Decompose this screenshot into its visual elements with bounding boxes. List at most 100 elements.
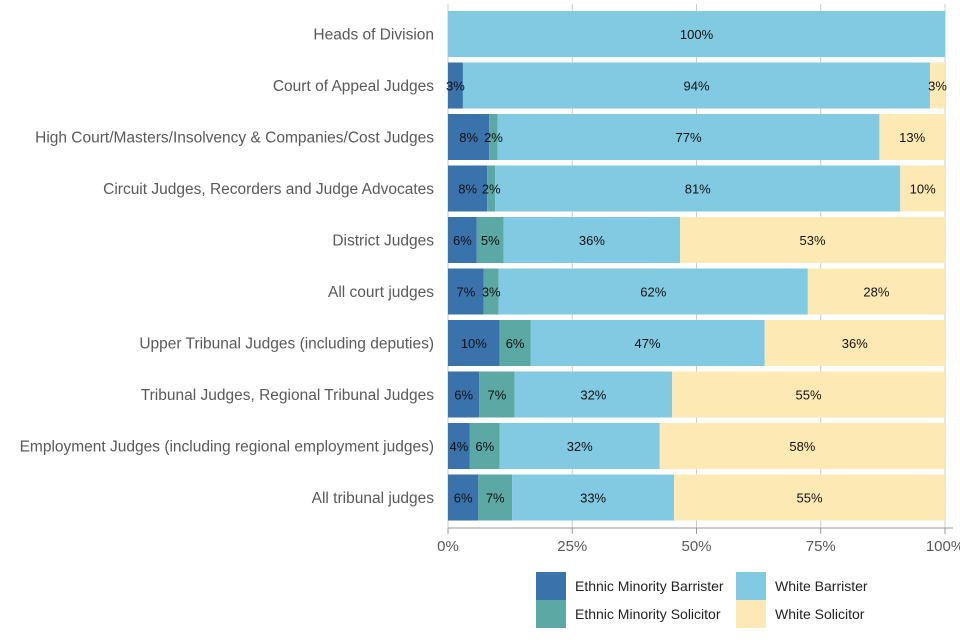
data-label-white-barrister: 62%: [640, 285, 666, 300]
bar-white-solicitor: [764, 320, 945, 366]
legend-label: Ethnic Minority Solicitor: [575, 606, 721, 622]
bar-ethnic-minority-solicitor: [489, 114, 498, 160]
bar-white-barrister: [514, 371, 673, 418]
data-label-ethnic-minority-barrister: 8%: [459, 130, 478, 145]
bar-white-barrister: [512, 474, 675, 521]
category-label: Court of Appeal Judges: [273, 78, 434, 95]
data-label-ethnic-minority-solicitor: 2%: [484, 130, 503, 145]
data-label-white-solicitor: 3%: [928, 79, 947, 94]
legend: Ethnic Minority Barrister White Barriste…: [536, 570, 916, 632]
legend-swatch-ethnic-minority-solicitor: [536, 600, 566, 628]
data-label-ethnic-minority-solicitor: 3%: [482, 285, 501, 300]
category-label: District Judges: [332, 233, 434, 250]
bars: [448, 11, 945, 521]
data-label-white-barrister: 94%: [683, 79, 709, 94]
category-labels: Heads of Division Court of Appeal Judges H…: [20, 27, 435, 508]
bar-white-barrister: [503, 217, 681, 263]
data-label-white-barrister: 32%: [580, 388, 606, 403]
x-tick-label: 0%: [437, 538, 459, 555]
data-label-white-barrister: 100%: [680, 27, 714, 42]
data-label-ethnic-minority-barrister: 10%: [461, 336, 487, 351]
bar-ethnic-minority-barrister: [448, 62, 463, 109]
x-axis: 0% 25% 50% 75% 100%: [437, 527, 960, 555]
bar-ethnic-minority-barrister: [448, 114, 490, 160]
bar-ethnic-minority-solicitor: [476, 217, 504, 263]
data-label-ethnic-minority-barrister: 4%: [450, 439, 469, 454]
data-label-ethnic-minority-solicitor: 7%: [488, 388, 507, 403]
data-label-ethnic-minority-solicitor: 2%: [482, 182, 501, 197]
legend-label: White Barrister: [775, 578, 868, 594]
data-labels: 100% 3% 94% 3% 8% 2% 77% 13% 8% 2% 81% 10% 6% 5% 36% 53…: [446, 27, 947, 506]
data-label-white-solicitor: 10%: [910, 182, 936, 197]
data-label-white-solicitor: 58%: [789, 439, 815, 454]
data-label-white-solicitor: 36%: [842, 336, 868, 351]
data-label-white-barrister: 33%: [580, 491, 606, 506]
data-label-white-barrister: 32%: [567, 439, 593, 454]
data-label-white-solicitor: 53%: [800, 233, 826, 248]
bar-white-barrister: [495, 165, 901, 212]
data-label-ethnic-minority-barrister: 7%: [456, 285, 475, 300]
bar-white-solicitor: [807, 268, 945, 315]
legend-item-white-solicitor: White Solicitor: [736, 600, 864, 628]
bar-ethnic-minority-barrister: [448, 165, 488, 212]
data-label-white-solicitor: 55%: [797, 491, 823, 506]
data-label-ethnic-minority-solicitor: 6%: [506, 336, 525, 351]
data-label-white-solicitor: 13%: [899, 130, 925, 145]
category-label: Circuit Judges, Recorders and Judge Advo…: [103, 181, 434, 198]
bar-white-solicitor: [900, 165, 945, 212]
bar-ethnic-minority-solicitor: [487, 165, 496, 212]
bar-white-barrister: [499, 423, 660, 469]
x-tick-label: 25%: [557, 538, 587, 555]
data-label-ethnic-minority-barrister: 6%: [453, 233, 472, 248]
category-label: High Court/Masters/Insolvency & Companie…: [35, 130, 434, 147]
data-label-ethnic-minority-barrister: 6%: [454, 388, 473, 403]
data-label-ethnic-minority-barrister: 6%: [454, 491, 473, 506]
bar-white-solicitor: [659, 423, 945, 469]
legend-swatch-ethnic-minority-barrister: [536, 572, 566, 600]
category-label: Heads of Division: [313, 27, 434, 44]
legend-item-ethnic-minority-barrister: Ethnic Minority Barrister: [536, 572, 724, 600]
bar-white-solicitor: [674, 474, 945, 521]
bar-ethnic-minority-barrister: [448, 320, 500, 366]
bar-ethnic-minority-solicitor: [478, 474, 513, 521]
data-label-white-solicitor: 55%: [796, 388, 822, 403]
legend-label: White Solicitor: [775, 606, 865, 622]
bar-ethnic-minority-barrister: [448, 217, 477, 263]
bar-ethnic-minority-barrister: [448, 423, 470, 469]
legend-swatch-white-solicitor: [736, 600, 766, 628]
bar-white-barrister: [530, 320, 765, 366]
x-tick-label: 100%: [926, 538, 960, 555]
category-label: Tribunal Judges, Regional Tribunal Judge…: [141, 387, 434, 404]
bar-white-solicitor: [930, 62, 945, 109]
legend-swatch-white-barrister: [736, 572, 766, 600]
data-label-white-barrister: 47%: [635, 336, 661, 351]
x-tick-label: 50%: [681, 538, 711, 555]
bar-ethnic-minority-barrister: [448, 474, 479, 521]
bar-ethnic-minority-solicitor: [469, 423, 500, 469]
data-label-white-barrister: 36%: [579, 233, 605, 248]
category-label: Upper Tribunal Judges (including deputie…: [139, 336, 434, 353]
bar-ethnic-minority-solicitor: [499, 320, 531, 366]
bar-white-solicitor: [672, 371, 945, 418]
bar-ethnic-minority-solicitor: [479, 371, 515, 418]
bar-ethnic-minority-barrister: [448, 268, 484, 315]
category-label: All tribunal judges: [312, 490, 435, 507]
data-label-ethnic-minority-solicitor: 7%: [486, 491, 505, 506]
legend-label: Ethnic Minority Barrister: [575, 578, 724, 594]
bar-white-solicitor: [680, 217, 945, 263]
bar-white-barrister: [448, 11, 945, 57]
data-label-ethnic-minority-solicitor: 6%: [475, 439, 494, 454]
data-label-ethnic-minority-barrister: 3%: [446, 79, 465, 94]
data-label-ethnic-minority-barrister: 8%: [458, 182, 477, 197]
bar-ethnic-minority-solicitor: [483, 268, 499, 315]
legend-item-white-barrister: White Barrister: [736, 572, 868, 600]
legend-item-ethnic-minority-solicitor: Ethnic Minority Solicitor: [536, 600, 721, 628]
data-label-white-barrister: 77%: [676, 130, 702, 145]
bar-white-barrister: [462, 62, 931, 109]
category-label: All court judges: [328, 284, 434, 301]
data-label-ethnic-minority-solicitor: 5%: [481, 233, 500, 248]
bar-white-solicitor: [879, 114, 945, 160]
data-label-white-solicitor: 28%: [863, 285, 889, 300]
x-tick-label: 75%: [806, 538, 836, 555]
